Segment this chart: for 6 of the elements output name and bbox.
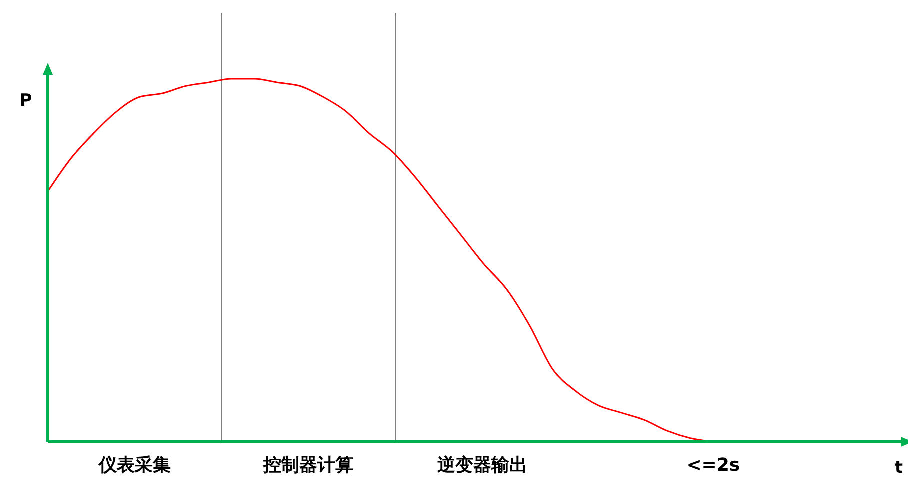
text: 逆变器输出 (436, 455, 528, 476)
text: 控制器计算 (262, 455, 354, 476)
text: 仪表采集 (98, 455, 171, 476)
text: <=2s (686, 455, 740, 476)
y-axis-title: P (20, 91, 32, 111)
x-axis-title: t (894, 458, 904, 478)
